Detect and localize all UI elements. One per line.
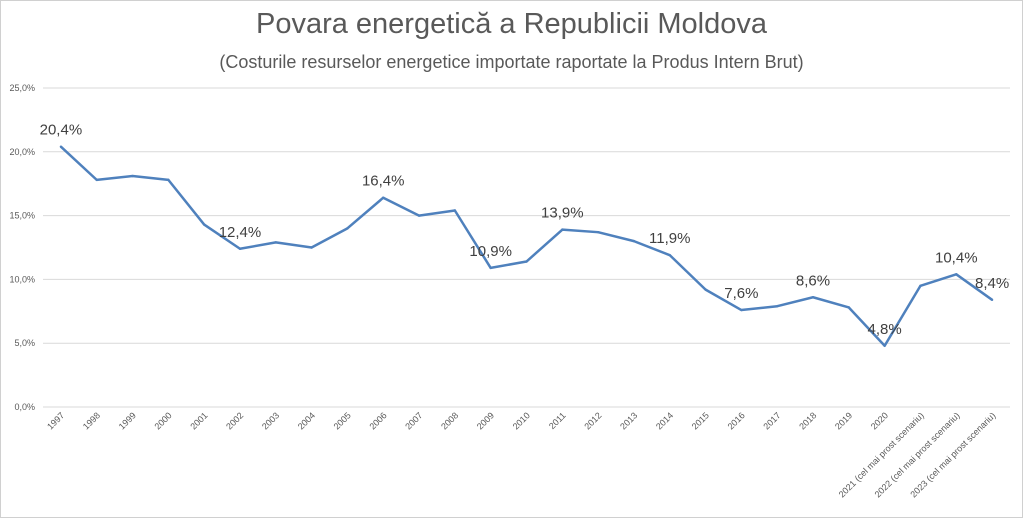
data-point: [167, 178, 170, 182]
data-point: [740, 308, 743, 312]
data-point: [59, 145, 63, 148]
x-tick-label: 2001: [188, 410, 209, 431]
y-tick-label: 0,0%: [14, 402, 35, 412]
x-tick-label: 2016: [726, 410, 747, 431]
x-tick-label: 2008: [439, 410, 460, 431]
x-tick-label: 2009: [475, 410, 496, 431]
y-tick-label: 20,0%: [9, 147, 35, 157]
y-tick-label: 5,0%: [14, 338, 35, 348]
x-tick-label: 1999: [117, 410, 138, 431]
data-point: [704, 288, 707, 291]
data-point: [668, 253, 671, 257]
x-tick-label: 2006: [367, 410, 388, 431]
x-tick-label: 2007: [403, 410, 424, 431]
data-point: [776, 304, 779, 308]
series-line: [60, 145, 993, 348]
y-tick-label: 10,0%: [9, 274, 35, 284]
data-point: [847, 306, 851, 309]
chart-title: Povara energetică a Republicii Moldova: [255, 8, 767, 40]
x-tick-label: 2013: [618, 410, 639, 431]
data-point: [310, 246, 313, 249]
x-tick-label: 1997: [45, 410, 66, 431]
data-point: [346, 227, 349, 230]
x-tick-label: 2015: [690, 410, 711, 431]
data-point: [202, 223, 206, 226]
x-tick-label: 2010: [511, 410, 532, 431]
x-tick-label: 2019: [833, 410, 854, 431]
x-tick-label: 2011: [547, 410, 568, 431]
data-point: [632, 239, 636, 243]
data-point: [525, 260, 528, 263]
data-label: 8,6%: [796, 272, 830, 289]
x-tick-label: 1998: [81, 410, 102, 431]
data-label: 13,9%: [541, 205, 584, 222]
data-label: 12,4%: [219, 224, 262, 241]
data-point: [811, 296, 815, 299]
x-tick-label: 2018: [797, 410, 818, 431]
x-tick-label: 2020: [869, 410, 890, 431]
data-point: [561, 228, 564, 231]
x-tick-label: 2005: [332, 410, 353, 431]
y-tick-label: 15,0%: [9, 211, 35, 221]
data-label: 16,4%: [362, 173, 405, 190]
x-tick-label: 2000: [153, 410, 174, 431]
data-label: 7,6%: [724, 285, 758, 302]
data-point: [238, 247, 242, 250]
data-point: [919, 284, 922, 287]
y-tick-label: 25,0%: [9, 83, 35, 93]
data-point: [95, 178, 98, 182]
data-point: [382, 196, 385, 199]
x-tick-label: 2017: [761, 410, 782, 431]
data-label: 10,9%: [469, 243, 512, 260]
data-point: [417, 214, 421, 217]
data-point: [955, 273, 958, 276]
data-label: 10,4%: [935, 249, 978, 266]
data-label: 20,4%: [40, 122, 83, 139]
x-tick-label: 2004: [296, 410, 317, 431]
x-tick-label: 2003: [260, 410, 281, 431]
data-point: [131, 174, 134, 178]
data-point: [596, 230, 600, 234]
data-label: 8,4%: [975, 275, 1009, 292]
data-point: [453, 209, 457, 212]
data-label: 4,8%: [868, 321, 902, 338]
chart-subtitle: (Costurile resurselor energetice importa…: [219, 52, 804, 72]
x-tick-label: 2014: [654, 410, 675, 431]
data-label: 11,9%: [649, 230, 690, 247]
data-point: [990, 298, 994, 302]
x-tick-label: 2002: [224, 410, 245, 431]
data-point: [883, 344, 886, 347]
data-point: [274, 241, 277, 244]
data-point: [489, 266, 492, 270]
x-tick-label: 2012: [582, 410, 603, 431]
